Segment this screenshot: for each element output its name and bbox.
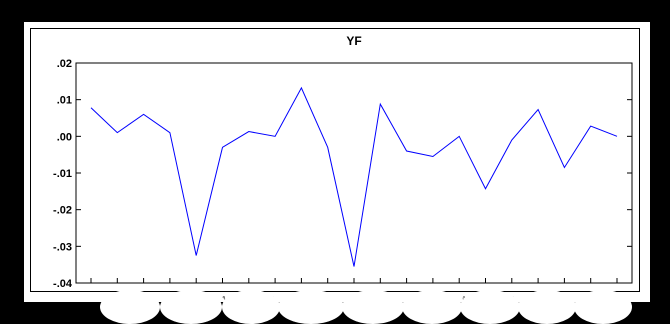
chart-title: YF [346, 34, 361, 48]
y-axis: .02 .01 .00 -.01 -.02 -.03 -.04 [53, 58, 632, 290]
label-blob [100, 290, 160, 324]
y-tick-label: .00 [57, 131, 72, 143]
y-tick-label: .02 [57, 58, 72, 70]
y-tick-label: -.01 [53, 168, 72, 180]
label-blob [518, 290, 576, 324]
label-blob [160, 290, 222, 324]
label-blob [342, 290, 404, 324]
label-blob [278, 290, 344, 324]
y-tick-label: -.02 [53, 205, 72, 217]
series-line [90, 86, 618, 267]
label-blob [222, 290, 280, 324]
label-blob [402, 290, 462, 324]
label-blob [460, 290, 520, 324]
label-blob [574, 290, 632, 324]
chart-inner-frame [30, 28, 640, 292]
y-tick-label: .01 [57, 95, 72, 107]
series-layer [90, 86, 618, 267]
y-tick-label: -.03 [53, 241, 72, 253]
plot-area [75, 62, 633, 284]
y-tick-label: -.04 [53, 278, 73, 290]
